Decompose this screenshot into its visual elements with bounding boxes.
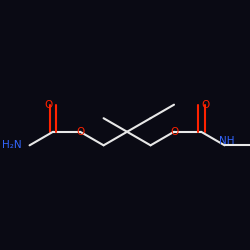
Text: NH: NH bbox=[219, 136, 234, 146]
Text: H₂N: H₂N bbox=[2, 140, 22, 150]
Text: O: O bbox=[202, 100, 210, 110]
Text: O: O bbox=[170, 127, 178, 137]
Text: O: O bbox=[44, 100, 52, 110]
Text: O: O bbox=[76, 127, 84, 137]
